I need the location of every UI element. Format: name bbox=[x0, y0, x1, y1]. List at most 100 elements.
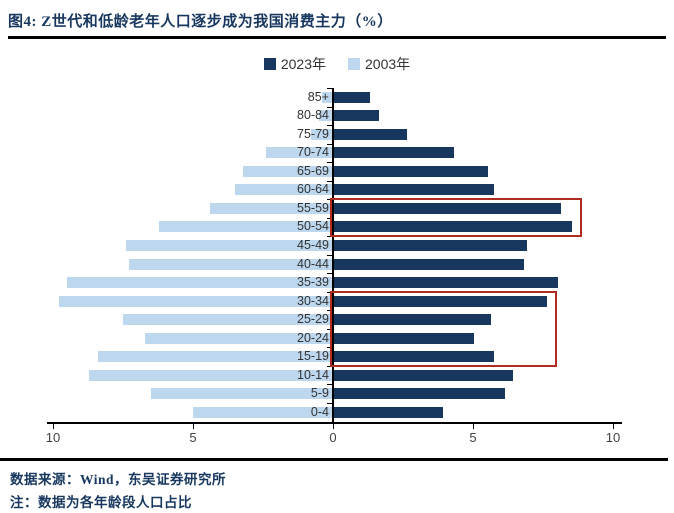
bar-2023-65-69 bbox=[334, 165, 488, 177]
y-axis-tick bbox=[327, 328, 332, 330]
footer-divider-line bbox=[0, 458, 668, 461]
bar-2003-60-64 bbox=[235, 184, 333, 196]
bar-2003-35-39 bbox=[67, 277, 333, 289]
age-group-label-65-69: 65-69 bbox=[297, 163, 329, 178]
bar-2023-80-84 bbox=[334, 110, 379, 122]
x-axis-tick-label: 0 bbox=[329, 429, 337, 445]
age-group-label-30-34: 30-34 bbox=[297, 293, 329, 308]
y-axis-tick bbox=[327, 310, 332, 312]
highlight-box-1 bbox=[330, 198, 582, 238]
bar-2023-20-24 bbox=[334, 332, 474, 344]
y-axis-tick bbox=[327, 162, 332, 164]
y-axis-tick bbox=[327, 291, 332, 293]
bar-2023-55-59 bbox=[334, 202, 561, 214]
x-axis-tick-label: 5 bbox=[469, 429, 477, 445]
age-group-label-55-59: 55-59 bbox=[297, 200, 329, 215]
bar-2023-50-54 bbox=[334, 221, 572, 233]
bar-2023-35-39 bbox=[334, 277, 558, 289]
bar-2023-70-74 bbox=[334, 147, 455, 159]
bar-2003-75-79 bbox=[310, 128, 333, 140]
age-group-label-50-54: 50-54 bbox=[297, 219, 329, 234]
age-group-label-85+: 85+ bbox=[307, 89, 329, 104]
y-axis-tick bbox=[327, 125, 332, 127]
bar-2023-85+ bbox=[334, 91, 371, 103]
population-pyramid-chart: 85+ 80-84 75-79 70-74 65-69 60-64 55-59 50-54 45… bbox=[45, 88, 622, 445]
footnote-text: 注：数据为各年龄段人口占比 bbox=[10, 495, 192, 510]
bar-2003-55-59 bbox=[209, 202, 333, 214]
age-group-label-35-39: 35-39 bbox=[297, 275, 329, 290]
bar-2003-80-84 bbox=[319, 110, 333, 122]
age-group-label-80-84: 80-84 bbox=[297, 108, 329, 123]
y-axis-tick bbox=[327, 384, 332, 386]
bar-2003-50-54 bbox=[159, 221, 333, 233]
bar-2003-5-9 bbox=[151, 388, 333, 400]
bar-2023-60-64 bbox=[334, 184, 494, 196]
x-axis-tick bbox=[193, 423, 194, 429]
bar-2003-40-44 bbox=[128, 258, 333, 270]
y-axis-tick bbox=[327, 403, 332, 404]
bar-2003-10-14 bbox=[89, 369, 333, 381]
bar-2023-15-19 bbox=[334, 351, 494, 363]
bar-2023-5-9 bbox=[334, 388, 505, 400]
legend-entry-2023: 2023年 bbox=[263, 54, 326, 74]
y-axis-tick bbox=[327, 143, 332, 145]
age-group-label-25-29: 25-29 bbox=[297, 312, 329, 327]
x-axis-tick bbox=[613, 423, 614, 429]
chart-title: 图4: Z世代和低龄老年人口逐步成为我国消费主力（%） bbox=[8, 14, 393, 30]
y-axis-tick bbox=[327, 236, 332, 238]
age-group-label-75-79: 75-79 bbox=[297, 126, 329, 141]
chart-legend: 2023年 2003年 bbox=[0, 54, 674, 74]
legend-entry-2003: 2003年 bbox=[348, 54, 410, 74]
bar-2023-0-4 bbox=[334, 406, 444, 418]
bar-2023-40-44 bbox=[334, 258, 525, 270]
bar-2023-45-49 bbox=[334, 240, 528, 251]
y-axis-tick bbox=[327, 365, 332, 367]
x-axis-tick-label: 5 bbox=[189, 429, 197, 445]
y-axis-line bbox=[332, 88, 334, 422]
bar-2023-10-14 bbox=[334, 369, 514, 381]
y-axis-tick bbox=[327, 217, 332, 219]
bar-2023-25-29 bbox=[334, 314, 491, 326]
x-axis-tick-label: 10 bbox=[605, 429, 621, 445]
y-axis-tick bbox=[327, 180, 332, 182]
legend-swatch-2023-icon bbox=[263, 58, 276, 70]
x-axis-line bbox=[47, 421, 622, 424]
age-group-label-40-44: 40-44 bbox=[297, 256, 329, 271]
bar-2003-0-4 bbox=[193, 406, 333, 418]
bar-2003-30-34 bbox=[58, 295, 333, 307]
age-group-label-20-24: 20-24 bbox=[297, 330, 329, 345]
y-axis-tick bbox=[327, 347, 332, 349]
bar-2003-20-24 bbox=[145, 332, 333, 344]
bar-2023-30-34 bbox=[334, 295, 547, 307]
title-divider-line bbox=[8, 36, 666, 39]
y-axis-tick bbox=[327, 199, 332, 201]
y-axis-tick bbox=[327, 88, 332, 89]
age-group-label-45-49: 45-49 bbox=[297, 238, 329, 252]
x-axis-tick-label: 10 bbox=[45, 429, 61, 445]
bar-2003-25-29 bbox=[123, 314, 333, 326]
bar-2003-65-69 bbox=[243, 165, 333, 177]
bar-2003-45-49 bbox=[125, 240, 333, 251]
legend-swatch-2003-icon bbox=[348, 58, 360, 70]
bar-2003-85+ bbox=[321, 91, 333, 103]
age-group-label-60-64: 60-64 bbox=[297, 182, 329, 197]
bar-2003-70-74 bbox=[265, 147, 333, 159]
y-axis-tick bbox=[327, 254, 332, 256]
legend-label-2023: 2023年 bbox=[280, 56, 326, 72]
age-group-label-5-9: 5-9 bbox=[310, 386, 329, 401]
y-axis-tick bbox=[327, 106, 332, 108]
bar-2003-15-19 bbox=[97, 351, 333, 363]
y-axis-tick bbox=[327, 273, 332, 275]
x-axis-tick bbox=[333, 423, 334, 429]
age-group-label-0-4: 0-4 bbox=[310, 404, 329, 419]
age-group-label-15-19: 15-19 bbox=[297, 349, 329, 364]
legend-label-2003: 2003年 bbox=[365, 56, 411, 72]
age-group-label-10-14: 10-14 bbox=[297, 367, 329, 382]
highlight-box-2 bbox=[330, 290, 557, 367]
x-axis-tick bbox=[53, 423, 54, 429]
x-axis-tick bbox=[473, 423, 474, 429]
age-group-label-70-74: 70-74 bbox=[297, 145, 329, 160]
bar-2023-75-79 bbox=[334, 128, 407, 140]
data-source-text: 数据来源：Wind，东吴证券研究所 bbox=[10, 472, 227, 487]
